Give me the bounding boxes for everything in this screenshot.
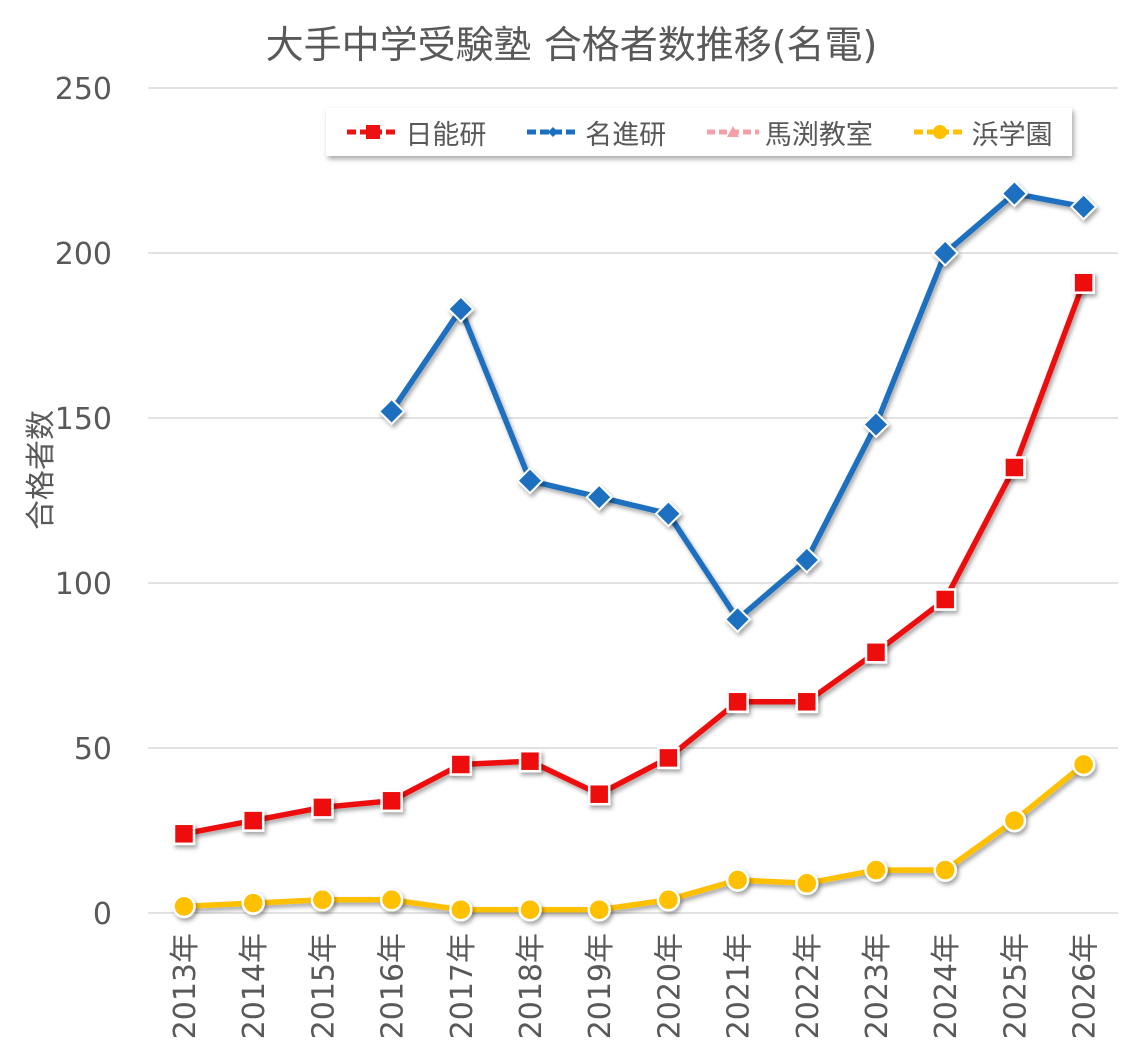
data-point (241, 809, 265, 832)
x-tick-label: 2025年 (998, 933, 1033, 1039)
data-point (379, 888, 404, 912)
data-point (241, 891, 265, 915)
data-point (792, 546, 821, 574)
data-point (795, 871, 819, 896)
legend-item: 浜学園 (912, 113, 1053, 152)
x-tick-label: 2018年 (514, 933, 549, 1039)
data-point (1000, 179, 1029, 208)
y-tick-label: 150 (55, 402, 112, 437)
legend-label: 日能研 (405, 119, 487, 151)
data-point (1069, 192, 1098, 221)
x-tick-label: 2026年 (1068, 933, 1103, 1039)
data-point (377, 397, 406, 426)
data-point (657, 746, 680, 770)
series-日能研 (172, 271, 1095, 846)
y-tick-label: 50 (74, 732, 112, 767)
x-tick-label: 2014年 (237, 933, 272, 1039)
data-point (310, 888, 335, 912)
x-tick-label: 2013年 (168, 933, 203, 1039)
data-point (585, 483, 614, 512)
series-line (183, 281, 1087, 837)
series-line (183, 762, 1086, 913)
legend-swatch (347, 125, 400, 139)
data-point (864, 858, 888, 882)
data-point (380, 789, 403, 813)
legend-label: 浜学園 (971, 119, 1053, 151)
data-point (1002, 808, 1027, 833)
x-tick-label: 2019年 (583, 933, 618, 1039)
data-point (1003, 456, 1026, 479)
x-tick-label: 2017年 (445, 933, 480, 1039)
legend-marker (932, 125, 947, 139)
y-tick-label: 100 (55, 567, 112, 602)
data-point (723, 605, 752, 634)
data-point (172, 894, 196, 919)
legend-item: 馬渕教室 (705, 113, 873, 152)
chart-title: 大手中学受験塾 合格者数推移(名電) (265, 23, 878, 67)
data-point (1071, 752, 1096, 777)
data-point (725, 868, 750, 892)
legend-swatch (706, 126, 759, 137)
data-point (933, 588, 957, 611)
series-line (389, 190, 1085, 623)
y-tick-label: 0 (93, 897, 112, 932)
data-point (518, 749, 542, 773)
data-point (587, 782, 611, 806)
x-tick-label: 2022年 (791, 933, 826, 1039)
legend-item: 日能研 (345, 113, 486, 152)
data-point (862, 410, 890, 439)
legend-marker (366, 125, 381, 139)
x-tick-label: 2023年 (860, 933, 895, 1039)
data-point (311, 796, 334, 819)
series-名進研 (377, 179, 1098, 634)
data-point (656, 888, 681, 912)
x-tick-label: 2024年 (929, 933, 964, 1039)
data-point (726, 690, 749, 714)
data-point (449, 753, 473, 776)
data-point (172, 822, 196, 846)
data-point (864, 641, 888, 664)
data-point (1072, 271, 1095, 294)
data-point (931, 239, 960, 267)
legend-item: 名進研 (525, 113, 666, 152)
data-point (516, 466, 544, 495)
data-point (449, 897, 473, 922)
data-point (654, 499, 683, 528)
x-tick-label: 2016年 (376, 933, 411, 1039)
legend-marker (548, 127, 559, 137)
legend: 日能研 名進研 馬渕教室 浜学園 (326, 108, 1072, 156)
legend-label: 馬渕教室 (764, 119, 873, 151)
data-point (587, 897, 611, 922)
legend-marker (726, 126, 739, 137)
legend-swatch (913, 125, 966, 139)
data-point (518, 897, 542, 922)
x-tick-label: 2020年 (652, 933, 687, 1039)
data-point (446, 295, 475, 323)
x-tick-label: 2021年 (722, 933, 757, 1039)
data-point (933, 858, 957, 882)
y-tick-label: 200 (55, 237, 112, 272)
legend-label: 名進研 (585, 119, 667, 151)
x-tick-label: 2015年 (306, 933, 341, 1039)
series-浜学園 (172, 752, 1096, 922)
data-point (795, 690, 819, 714)
legend-swatch (527, 127, 580, 137)
y-tick-label: 250 (55, 72, 112, 107)
